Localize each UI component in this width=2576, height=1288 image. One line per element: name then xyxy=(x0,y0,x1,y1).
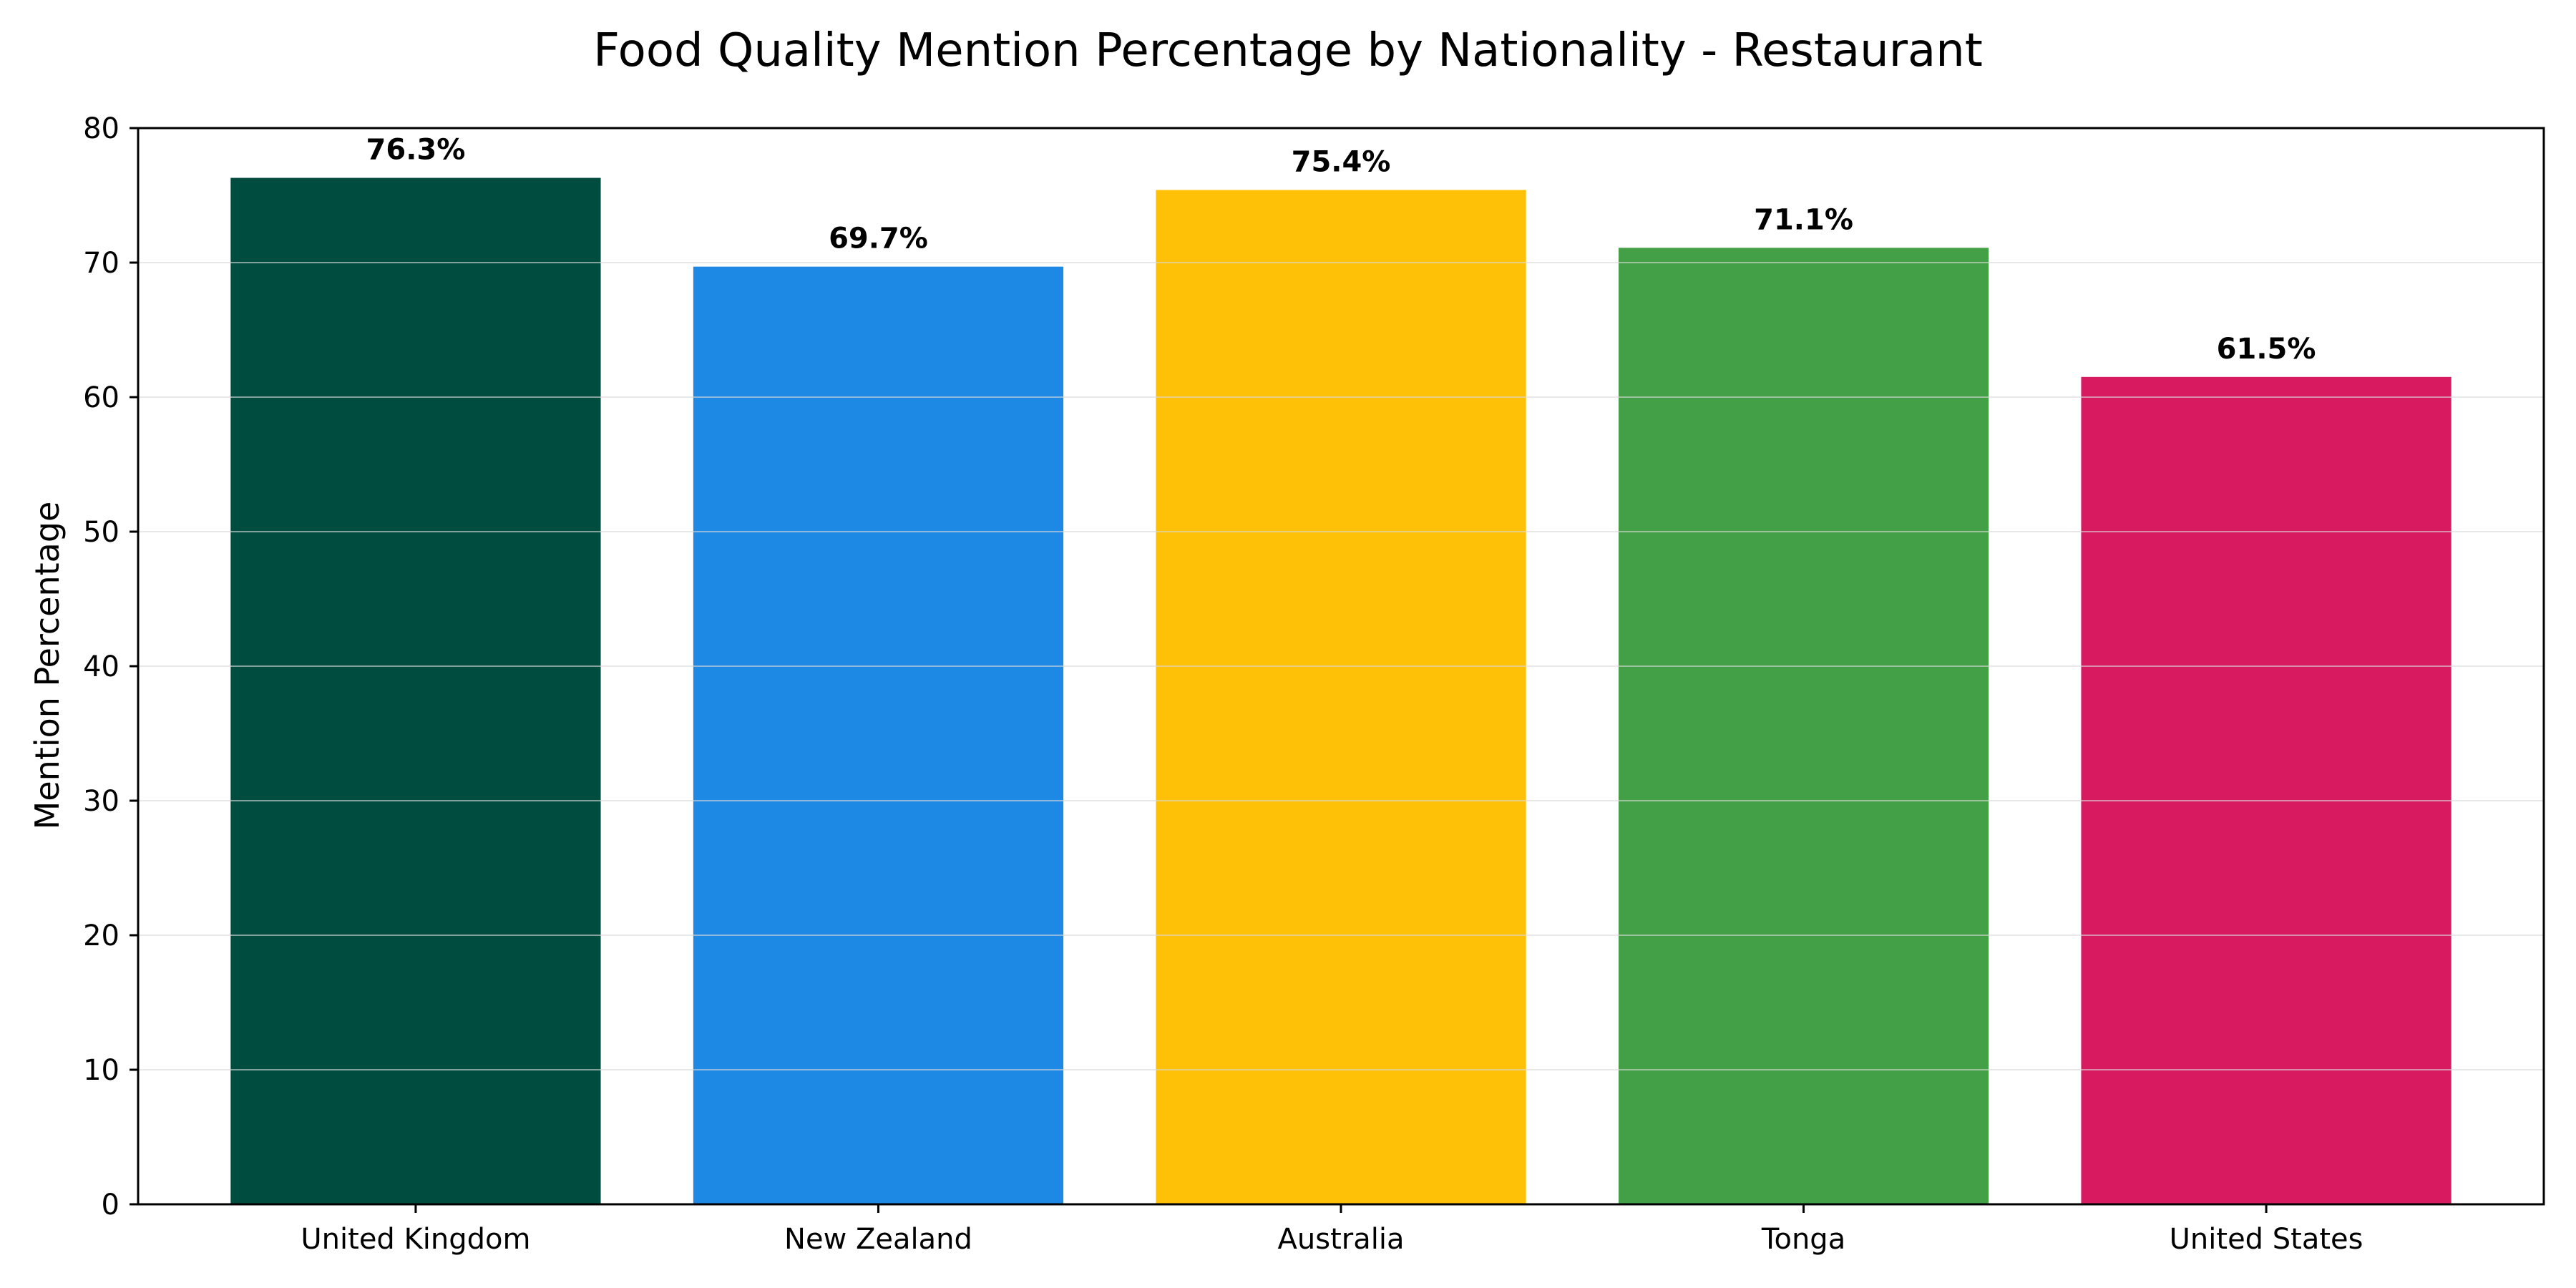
data-label: 61.5% xyxy=(2217,333,2316,366)
x-tick-label: United Kingdom xyxy=(301,1223,530,1256)
y-tick-label: 40 xyxy=(83,650,119,683)
data-labels: 76.3% 69.7% 75.4% 71.1% 61.5% xyxy=(366,134,2316,366)
plot-frame xyxy=(137,127,2545,1206)
bars xyxy=(230,177,2451,1205)
bar xyxy=(230,177,601,1204)
y-tick-label: 10 xyxy=(83,1054,119,1087)
y-tick-label: 30 xyxy=(83,785,119,818)
data-label: 75.4% xyxy=(1292,145,1391,178)
x-axis: United Kingdom New Zealand Australia Tonga U… xyxy=(301,1204,2363,1256)
grid-lines xyxy=(138,262,2544,1070)
y-axis: 0 10 20 30 40 50 60 70 80 xyxy=(83,112,138,1221)
data-label: 76.3% xyxy=(366,134,466,167)
bar xyxy=(693,266,1064,1204)
x-tick-label: New Zealand xyxy=(784,1223,972,1256)
y-tick-label: 20 xyxy=(83,919,119,952)
y-tick-label: 80 xyxy=(83,112,119,145)
data-label: 69.7% xyxy=(829,223,928,255)
y-axis-label: Mention Percentage xyxy=(28,502,67,830)
bar xyxy=(2081,376,2451,1204)
x-tick-label: Tonga xyxy=(1761,1223,1845,1256)
data-label: 71.1% xyxy=(1754,203,1853,236)
x-tick-label: United States xyxy=(2170,1223,2363,1256)
bar xyxy=(1618,248,1989,1204)
bar xyxy=(1156,190,1526,1205)
y-tick-label: 50 xyxy=(83,516,119,549)
y-tick-label: 70 xyxy=(83,247,119,280)
chart-title: Food Quality Mention Percentage by Natio… xyxy=(593,24,1983,77)
y-tick-label: 60 xyxy=(83,381,119,414)
y-tick-label: 0 xyxy=(102,1189,119,1221)
x-tick-label: Australia xyxy=(1278,1223,1405,1256)
